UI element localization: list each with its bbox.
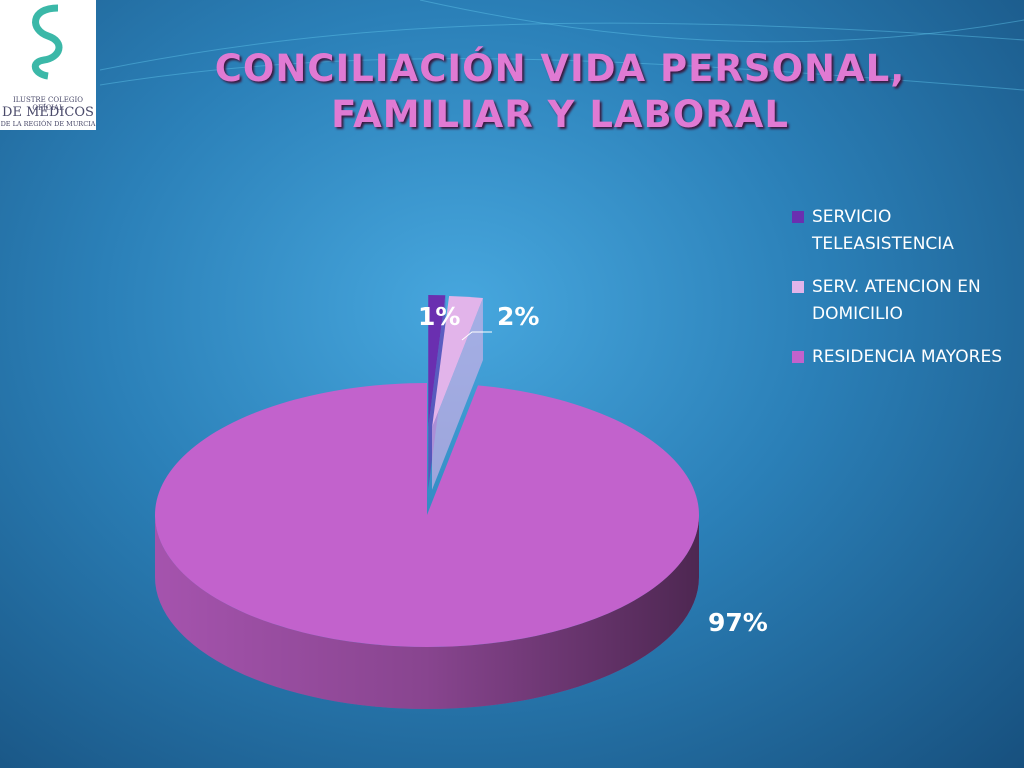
logo: ILUSTRE COLEGIO OFICIAL DE MÉDICOS DE LA… bbox=[0, 0, 96, 130]
logo-icon bbox=[31, 4, 63, 80]
legend-item: SERV. ATENCION EN DOMICILIO bbox=[790, 274, 1010, 328]
chart-title: CONCILIACIÓN VIDA PERSONAL, FAMILIAR Y L… bbox=[214, 47, 906, 137]
legend-marker bbox=[792, 211, 804, 223]
pie-slice bbox=[428, 295, 446, 428]
data-label: 1% bbox=[418, 302, 461, 331]
logo-text: DE MÉDICOS bbox=[2, 105, 94, 120]
leader-line bbox=[461, 331, 492, 341]
pie-slice-side bbox=[432, 298, 483, 490]
legend-marker bbox=[792, 281, 804, 293]
legend-item: RESIDENCIA MAYORES bbox=[790, 344, 1010, 371]
pie-slice-side-shade bbox=[155, 515, 699, 709]
data-label: 97% bbox=[708, 608, 768, 637]
pie-slice bbox=[155, 383, 700, 647]
legend-marker bbox=[792, 351, 804, 363]
logo-text: DE LA REGIÓN DE MURCIA bbox=[0, 120, 96, 128]
pie bbox=[155, 295, 700, 709]
pie-slice bbox=[432, 295, 483, 428]
decoration bbox=[99, 0, 1024, 91]
legend-item: SERVICIO TELEASISTENCIA bbox=[790, 204, 1010, 258]
legend-label: SERV. ATENCION EN DOMICILIO bbox=[812, 277, 981, 324]
legend: SERVICIO TELEASISTENCIA SERV. ATENCION EN… bbox=[790, 204, 1010, 387]
logo-text: ILUSTRE COLEGIO OFICIAL bbox=[13, 96, 83, 112]
legend-label: RESIDENCIA MAYORES bbox=[812, 347, 1002, 367]
data-label: 2% bbox=[497, 302, 540, 331]
legend-label: SERVICIO TELEASISTENCIA bbox=[812, 207, 954, 254]
